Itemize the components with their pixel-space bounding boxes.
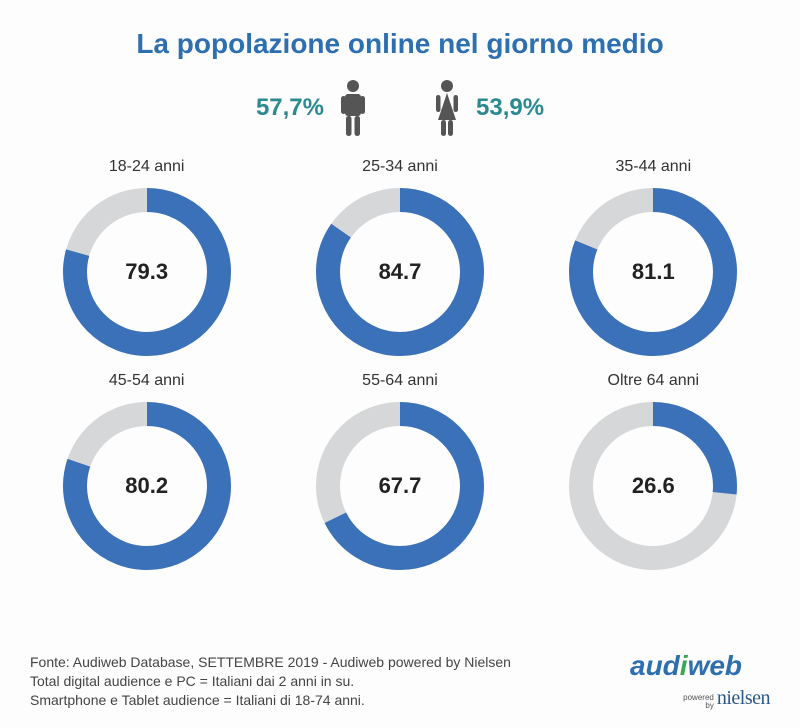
nielsen-logo: nielsen (717, 687, 770, 710)
audiweb-logo: audiweb (630, 651, 770, 685)
donut-label: 25-34 anni (362, 158, 438, 176)
donut-chart: 45-54 anni 80.2 (57, 372, 237, 576)
page-title: La popolazione online nel giorno medio (30, 28, 770, 60)
by-label: by (683, 702, 714, 710)
donut-value: 80.2 (57, 396, 237, 576)
donut-label: 18-24 anni (109, 158, 185, 176)
donut-chart: 25-34 anni 84.7 (310, 158, 490, 362)
donut-label: Oltre 64 anni (608, 372, 700, 390)
donut-value: 67.7 (310, 396, 490, 576)
footer-text: Fonte: Audiweb Database, SETTEMBRE 2019 … (30, 653, 511, 710)
donut-ring: 80.2 (57, 396, 237, 576)
donut-ring: 26.6 (563, 396, 743, 576)
donut-label: 35-44 anni (616, 158, 692, 176)
gender-male-pct: 57,7% (256, 94, 324, 122)
brand-logos: audiweb powered by nielsen (630, 651, 770, 710)
donut-chart: 35-44 anni 81.1 (563, 158, 743, 362)
donut-value: 79.3 (57, 182, 237, 362)
footer-line-1: Fonte: Audiweb Database, SETTEMBRE 2019 … (30, 653, 511, 672)
footer-line-3: Smartphone e Tablet audience = Italiani … (30, 691, 511, 710)
donut-label: 45-54 anni (109, 372, 185, 390)
donut-ring: 67.7 (310, 396, 490, 576)
footer: Fonte: Audiweb Database, SETTEMBRE 2019 … (30, 651, 770, 710)
donut-ring: 81.1 (563, 182, 743, 362)
gender-male: 57,7% (256, 78, 370, 138)
donut-ring: 84.7 (310, 182, 490, 362)
donut-label: 55-64 anni (362, 372, 438, 390)
footer-line-2: Total digital audience e PC = Italiani d… (30, 672, 511, 691)
svg-text:audiweb: audiweb (630, 651, 742, 681)
gender-female: 53,9% (430, 78, 544, 138)
donut-value: 26.6 (563, 396, 743, 576)
donut-ring: 79.3 (57, 182, 237, 362)
donut-chart: Oltre 64 anni 26.6 (563, 372, 743, 576)
gender-female-pct: 53,9% (476, 94, 544, 122)
gender-row: 57,7% 53,9% (30, 78, 770, 138)
male-icon (336, 78, 370, 138)
charts-grid: 18-24 anni 79.3 25-34 anni 84.7 35-44 an… (30, 158, 770, 576)
donut-chart: 18-24 anni 79.3 (57, 158, 237, 362)
donut-value: 84.7 (310, 182, 490, 362)
female-icon (430, 78, 464, 138)
donut-chart: 55-64 anni 67.7 (310, 372, 490, 576)
donut-value: 81.1 (563, 182, 743, 362)
